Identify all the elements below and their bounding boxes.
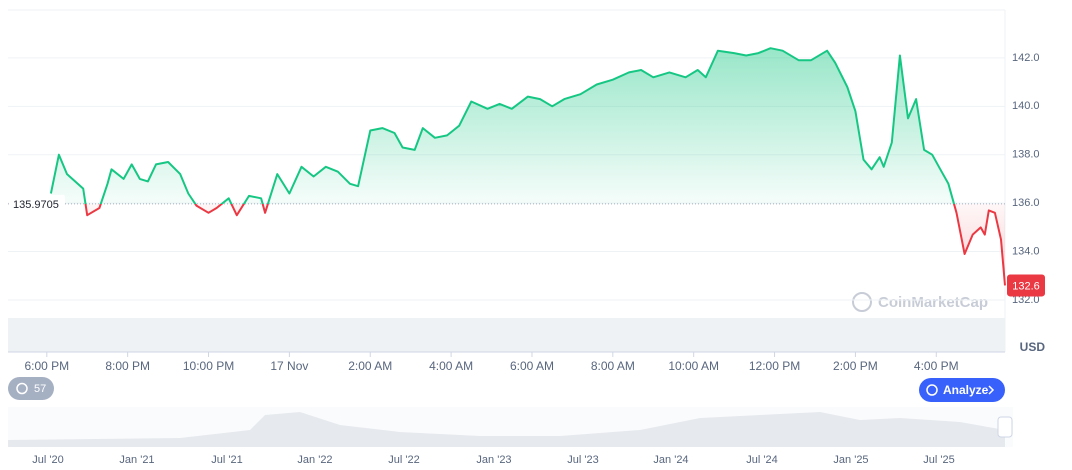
x-tick-label: 6:00 AM: [510, 359, 554, 373]
navigator-label: Jul '20: [32, 454, 63, 466]
navigator-label: Jul '25: [923, 454, 954, 466]
navigator-label: Jan '24: [653, 454, 688, 466]
navigator-label: Jul '24: [746, 454, 777, 466]
y-tick-label: 142.0: [1012, 52, 1040, 64]
x-tick-label: 4:00 AM: [429, 359, 473, 373]
navigator-handle[interactable]: [997, 416, 1013, 438]
navigator-label: Jan '25: [833, 454, 868, 466]
history-count: 57: [34, 383, 46, 395]
watermark-text: CoinMarketCap: [878, 294, 988, 311]
navigator-label: Jul '22: [388, 454, 419, 466]
x-tick-label: 17 Nov: [270, 359, 308, 373]
y-tick-label: 140.0: [1012, 100, 1040, 112]
analyze-button[interactable]: Analyze: [919, 378, 1005, 402]
baseline-label: 135.9705: [13, 199, 59, 211]
volume-band: [8, 318, 1005, 352]
navigator-label: Jan '23: [476, 454, 511, 466]
x-tick-label: 10:00 PM: [183, 359, 234, 373]
x-tick-label: 2:00 PM: [833, 359, 878, 373]
watermark-logo: [852, 292, 872, 312]
price-line: [49, 47, 1006, 286]
navigator-labels: Jul '20 Jan '21 Jul '21 Jan '22 Jul '22 Jan '…: [32, 454, 954, 466]
history-pill-bg[interactable]: [8, 377, 54, 400]
analyze-text: Analyze: [943, 383, 989, 397]
currency-label: USD: [1020, 340, 1046, 354]
x-tick-label: 6:00 PM: [24, 359, 69, 373]
x-tick-label: 12:00 PM: [749, 359, 800, 373]
current-price-bg: [1007, 274, 1045, 297]
x-tick-label: 8:00 PM: [105, 359, 150, 373]
baseline-label-bg: [9, 194, 65, 213]
history-icon: [16, 382, 28, 395]
y-tick-label: 138.0: [1012, 149, 1040, 161]
analyze-arrow: [988, 385, 995, 395]
analyze-bg[interactable]: [919, 378, 1005, 402]
x-tick-label: 4:00 PM: [914, 359, 959, 373]
y-tick-label: 132.0: [1012, 294, 1040, 306]
y-tick-label: 136.0: [1012, 197, 1040, 209]
navigator-label: Jan '22: [297, 454, 332, 466]
analyze-icon: [926, 384, 938, 396]
navigator-shape: [8, 412, 1005, 447]
navigator: [8, 407, 1013, 447]
current-price-label: 132.6: [1012, 280, 1040, 292]
watermark: CoinMarketCap: [852, 292, 988, 312]
history-pill[interactable]: 57: [8, 377, 54, 400]
x-tick-label: 8:00 AM: [591, 359, 635, 373]
y-tick-label: 134.0: [1012, 245, 1040, 257]
x-tick-label: 10:00 AM: [668, 359, 719, 373]
navigator-label: Jul '23: [567, 454, 598, 466]
navigator-label: Jan '21: [119, 454, 154, 466]
price-area: [50, 48, 1005, 286]
x-tick-label: 2:00 AM: [348, 359, 392, 373]
navigator-label: Jul '21: [211, 454, 242, 466]
